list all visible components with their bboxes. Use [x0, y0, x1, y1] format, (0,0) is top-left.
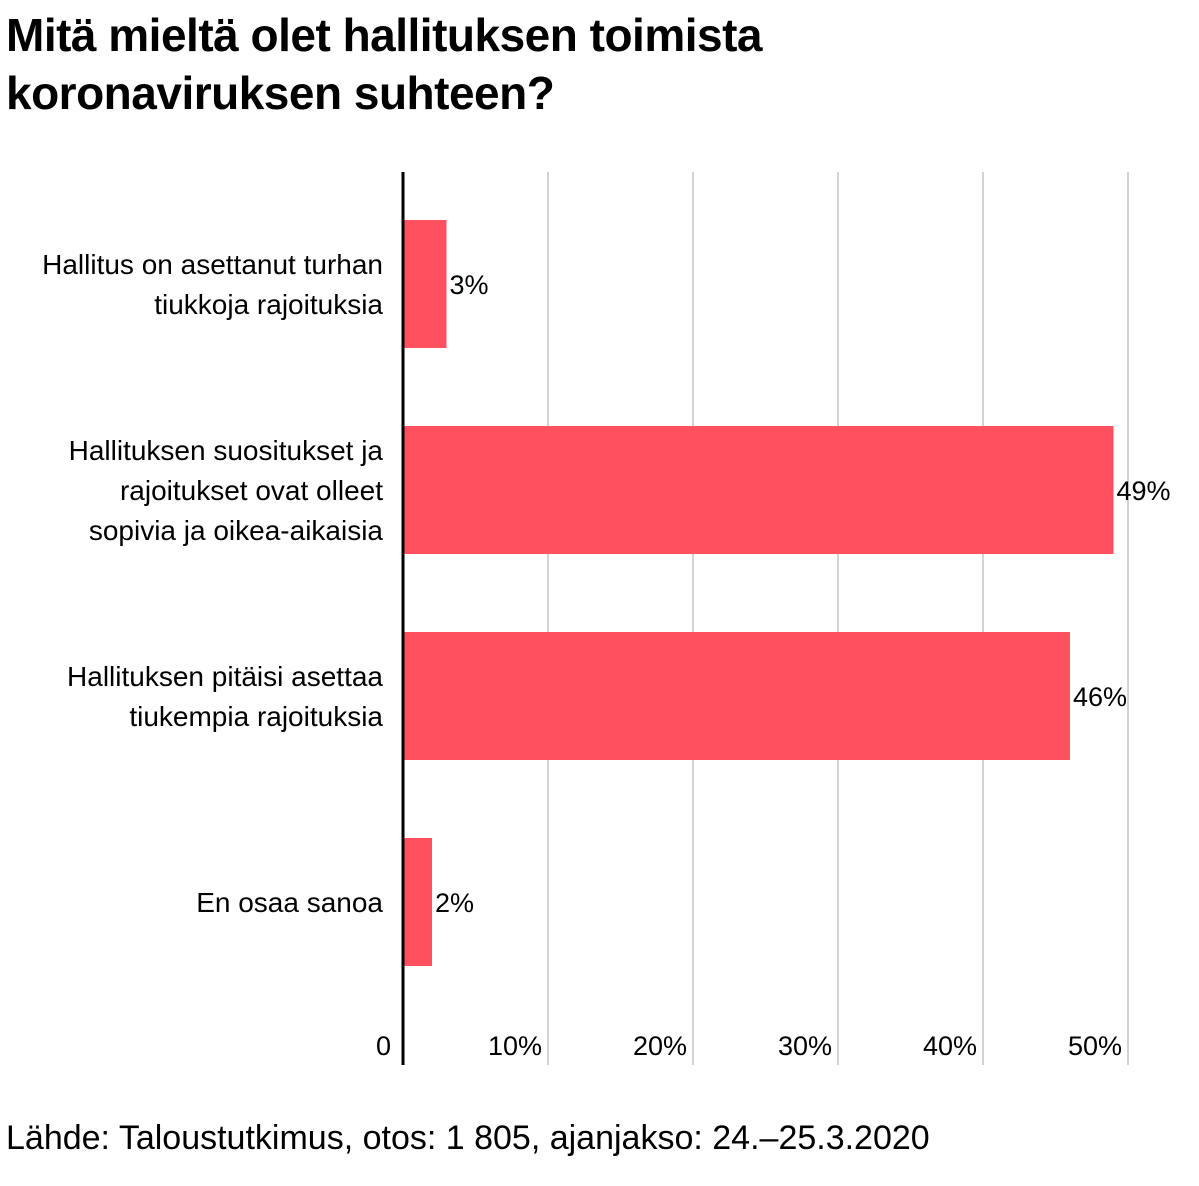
bar-4	[403, 838, 432, 966]
category-label-3: Hallituksen pitäisi asettaa tiukempia raj…	[67, 661, 383, 732]
bar-chart: 0 10% 20% 30% 40% 50% 3% Hallitus on asettanut …	[42, 172, 1171, 1065]
tick-label-20: 20%	[633, 1031, 687, 1061]
tick-label-30: 30%	[778, 1031, 832, 1061]
bar-2	[403, 426, 1114, 554]
source-note: Lähde: Taloustutkimus, otos: 1 805, ajan…	[6, 1119, 930, 1157]
bar-1	[403, 220, 447, 348]
value-label-2: 49%	[1117, 476, 1171, 506]
category-label-1: Hallitus on asettanut turhan tiukkoja raj…	[42, 249, 383, 320]
bar-3	[403, 632, 1070, 760]
category-label-2: Hallituksen suositukset ja rajoitukset ov…	[69, 435, 384, 546]
tick-label-50: 50%	[1068, 1031, 1122, 1061]
value-label-1: 3%	[450, 270, 489, 300]
chart-title: Mitä mieltä olet hallituksen toimista ko…	[6, 9, 763, 119]
value-label-3: 46%	[1073, 682, 1127, 712]
value-label-4: 2%	[435, 888, 474, 918]
category-label-4: En osaa sanoa	[196, 887, 383, 918]
tick-label-10: 10%	[488, 1031, 542, 1061]
tick-label-40: 40%	[923, 1031, 977, 1061]
tick-label-0: 0	[376, 1031, 391, 1061]
